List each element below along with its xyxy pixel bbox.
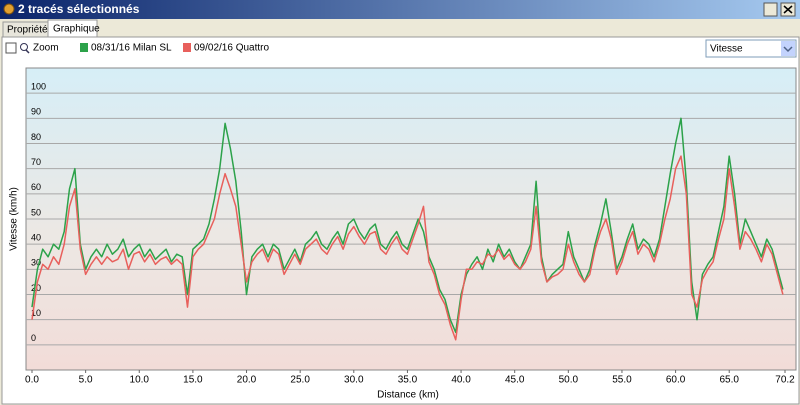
y-tick-label: 100 [31,82,46,92]
series-line [31,155,784,341]
x-tick-label: 70.2 [775,375,795,386]
y-tick-label: 10 [31,308,41,318]
legend-swatch [80,43,88,52]
x-tick-label: 45.0 [505,375,525,386]
y-tick-label: 60 [31,182,41,192]
series-line [31,117,784,334]
y-tick-label: 80 [31,132,41,142]
window-title: 2 tracés sélectionnés [18,2,140,16]
x-tick-label: 0.0 [25,375,39,386]
y-tick-label: 70 [31,157,41,167]
tab-label: Graphique [53,24,100,35]
x-tick-label: 15.0 [183,375,203,386]
x-axis-title: Distance (km) [377,390,439,401]
x-tick-label: 65.0 [719,375,739,386]
zoom-checkbox[interactable] [5,42,17,54]
x-tick-label: 10.0 [130,375,150,386]
restore-button[interactable] [763,2,778,17]
x-tick-label: 55.0 [612,375,632,386]
x-tick-label: 60.0 [666,375,686,386]
x-tick-label: 5.0 [79,375,93,386]
legend-label: 09/02/16 Quattro [194,43,269,54]
x-tick-label: 40.0 [451,375,471,386]
x-tick-label: 50.0 [559,375,579,386]
y-tick-label: 40 [31,233,41,243]
zoom-label: Zoom [33,43,59,54]
x-tick-label: 35.0 [398,375,418,386]
zoom-icon [25,49,30,54]
y-tick-label: 50 [31,207,41,217]
legend-label: 08/31/16 Milan SL [91,43,172,54]
metric-select[interactable] [705,39,797,58]
app-icon [3,3,15,15]
select-arrow-icon [783,46,793,53]
select-arrow[interactable] [781,41,795,56]
x-tick-label: 30.0 [344,375,364,386]
legend-swatch [183,43,191,52]
metric-select-value: Vitesse [710,44,743,55]
x-tick-label: 20.0 [237,375,257,386]
y-axis-title: Vitesse (km/h) [9,187,20,251]
title-bar [0,0,800,19]
close-icon [783,5,793,14]
y-tick-label: 90 [31,107,41,117]
y-tick-label: 0 [31,333,36,343]
x-tick-label: 25.0 [290,375,310,386]
zoom-icon [20,43,28,51]
y-tick-label: 30 [31,258,41,268]
tab-label: Propriétés [7,25,53,36]
